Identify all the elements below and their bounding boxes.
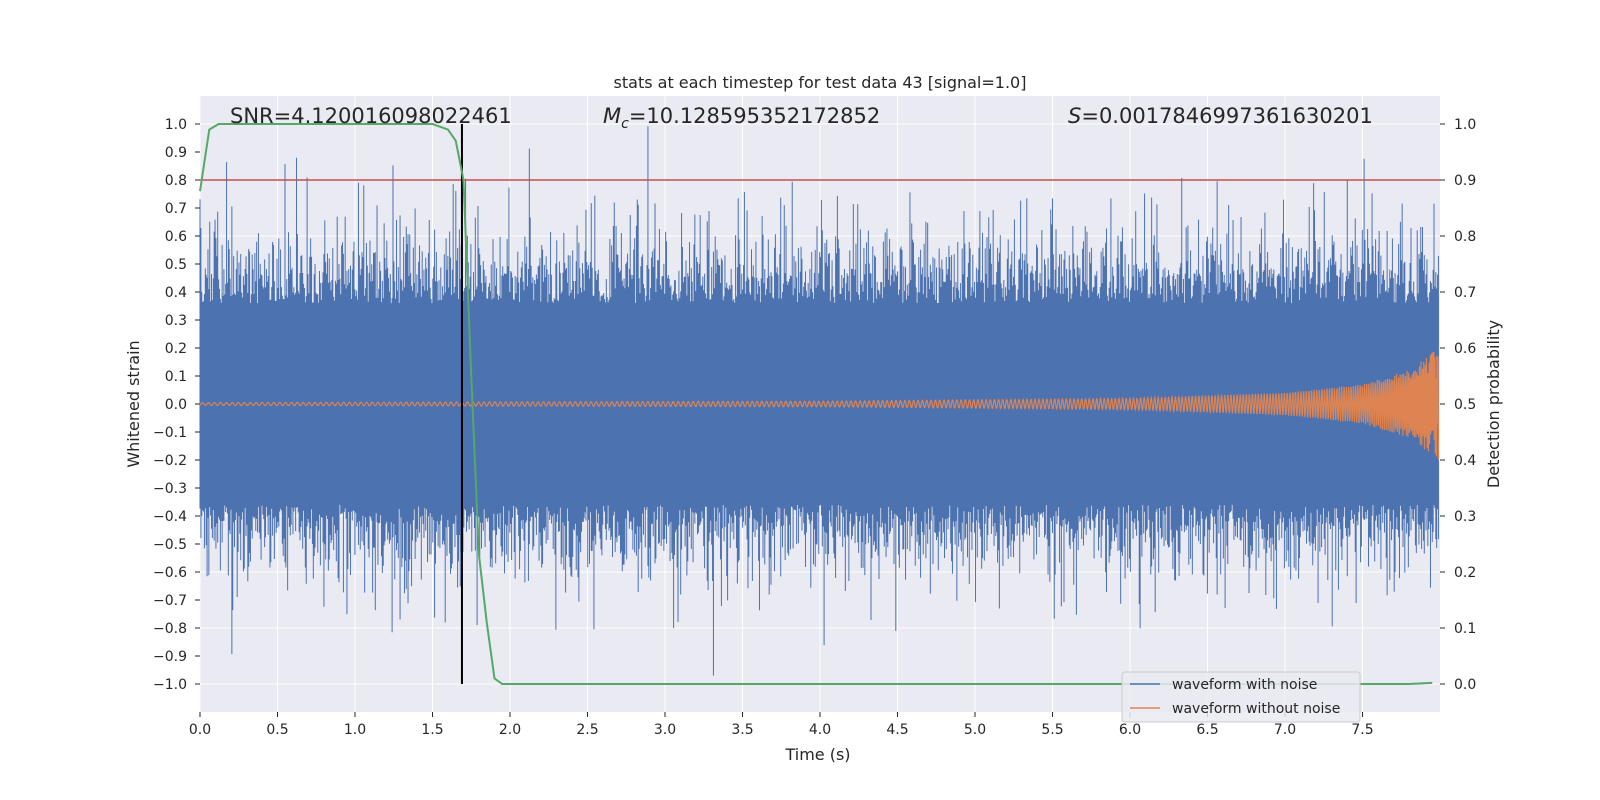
- y-left-tick-label: −0.5: [153, 537, 187, 553]
- y-right-axis-ticks: 1.0 0.9 0.8 0.7 0.6 0.5 0.4 0.3 0.2 0.1 0.0: [1440, 117, 1476, 693]
- x-tick-label: 1.5: [421, 722, 443, 738]
- x-tick-label: 7.0: [1274, 722, 1296, 738]
- y-left-tick-label: 0.1: [165, 369, 187, 385]
- x-tick-label: 0.0: [189, 722, 211, 738]
- y-left-tick-label: −1.0: [153, 677, 187, 693]
- clean-waveform-line: [199, 352, 1440, 460]
- y-left-tick-label: −0.2: [153, 453, 187, 469]
- legend-box: [1121, 671, 1361, 723]
- legend-label-clean: waveform without noise: [1172, 701, 1340, 717]
- y-left-tick-label: −0.6: [153, 565, 187, 581]
- chirp-mass-value: =10.128595352172852: [629, 104, 880, 128]
- y-left-tick-label: 0.0: [165, 397, 187, 413]
- y-left-axis-ticks: 1.0 0.9 0.8 0.7 0.6 0.5 0.4 0.3 0.2 0.1 0.0 −0.1 −0.…: [153, 117, 200, 693]
- y-left-tick-label: 0.6: [165, 229, 187, 245]
- x-tick-label: 6.0: [1119, 722, 1141, 738]
- x-tick-label: 2.0: [499, 722, 521, 738]
- legend-label-noise: waveform with noise: [1172, 677, 1317, 693]
- y-left-tick-label: 0.7: [165, 201, 187, 217]
- x-axis-ticks: 0.0 0.5 1.0 1.5 2.0 2.5 3.0 3.5 4.0 4.5 5.0 5.5 6.0 6…: [189, 712, 1374, 738]
- y-right-tick-label: 1.0: [1454, 117, 1476, 133]
- y-left-axis-label: Whitened strain: [124, 340, 143, 467]
- x-tick-label: 1.0: [344, 722, 366, 738]
- y-right-tick-label: 0.4: [1454, 453, 1476, 469]
- x-tick-label: 3.5: [731, 722, 753, 738]
- x-tick-label: 5.5: [1041, 722, 1063, 738]
- y-right-tick-label: 0.0: [1454, 677, 1476, 693]
- x-tick-label: 4.0: [809, 722, 831, 738]
- series-waveform-without-noise: [199, 352, 1440, 460]
- y-left-tick-label: −0.1: [153, 425, 187, 441]
- x-tick-label: 3.0: [654, 722, 676, 738]
- y-left-tick-label: −0.4: [153, 509, 187, 525]
- s-annotation: S=0.0017846997361630201: [1068, 104, 1373, 128]
- y-left-tick-label: 0.2: [165, 341, 187, 357]
- x-axis-label: Time (s): [784, 745, 850, 764]
- y-left-tick-label: −0.8: [153, 621, 187, 637]
- legend: waveform with noise waveform without noi…: [1121, 671, 1361, 723]
- x-tick-label: 5.0: [964, 722, 986, 738]
- x-tick-label: 0.5: [266, 722, 288, 738]
- y-left-tick-label: −0.9: [153, 649, 187, 665]
- x-tick-label: 2.5: [576, 722, 598, 738]
- y-right-tick-label: 0.6: [1454, 341, 1476, 357]
- y-right-tick-label: 0.5: [1454, 397, 1476, 413]
- y-left-tick-label: 1.0: [165, 117, 187, 133]
- chirp-mass-symbol: M: [603, 104, 621, 128]
- chirp-mass-annotation: Mc=10.128595352172852: [603, 104, 880, 132]
- y-left-tick-label: 0.5: [165, 257, 187, 273]
- x-tick-label: 4.5: [886, 722, 908, 738]
- y-left-tick-label: 0.3: [165, 313, 187, 329]
- chirp-mass-subscript: c: [621, 116, 629, 132]
- y-right-tick-label: 0.8: [1454, 229, 1476, 245]
- y-right-tick-label: 0.9: [1454, 173, 1476, 189]
- y-right-tick-label: 0.3: [1454, 509, 1476, 525]
- y-left-tick-label: 0.8: [165, 173, 187, 189]
- y-left-tick-label: 0.4: [165, 285, 187, 301]
- y-right-tick-label: 0.2: [1454, 565, 1476, 581]
- y-right-axis-label: Detection probability: [1484, 320, 1503, 488]
- x-tick-label: 7.5: [1351, 722, 1373, 738]
- s-value: =0.0017846997361630201: [1081, 104, 1373, 128]
- y-left-tick-label: −0.3: [153, 481, 187, 497]
- snr-annotation: SNR=4.120016098022461: [230, 104, 512, 128]
- chart-title: stats at each timestep for test data 43 …: [614, 73, 1027, 92]
- y-left-tick-label: 0.9: [165, 145, 187, 161]
- y-right-tick-label: 0.7: [1454, 285, 1476, 301]
- y-right-tick-label: 0.1: [1454, 621, 1476, 637]
- x-tick-label: 6.5: [1196, 722, 1218, 738]
- s-symbol: S: [1068, 104, 1081, 128]
- y-left-tick-label: −0.7: [153, 593, 187, 609]
